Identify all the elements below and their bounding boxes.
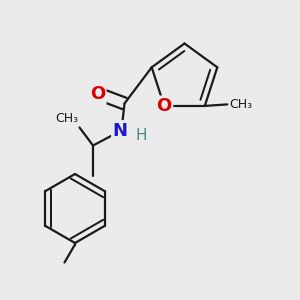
Text: CH₃: CH₃ xyxy=(55,112,78,125)
Text: O: O xyxy=(157,97,172,115)
Text: H: H xyxy=(135,128,147,143)
Text: O: O xyxy=(90,85,105,103)
Text: CH₃: CH₃ xyxy=(229,98,252,111)
Text: N: N xyxy=(112,122,128,140)
